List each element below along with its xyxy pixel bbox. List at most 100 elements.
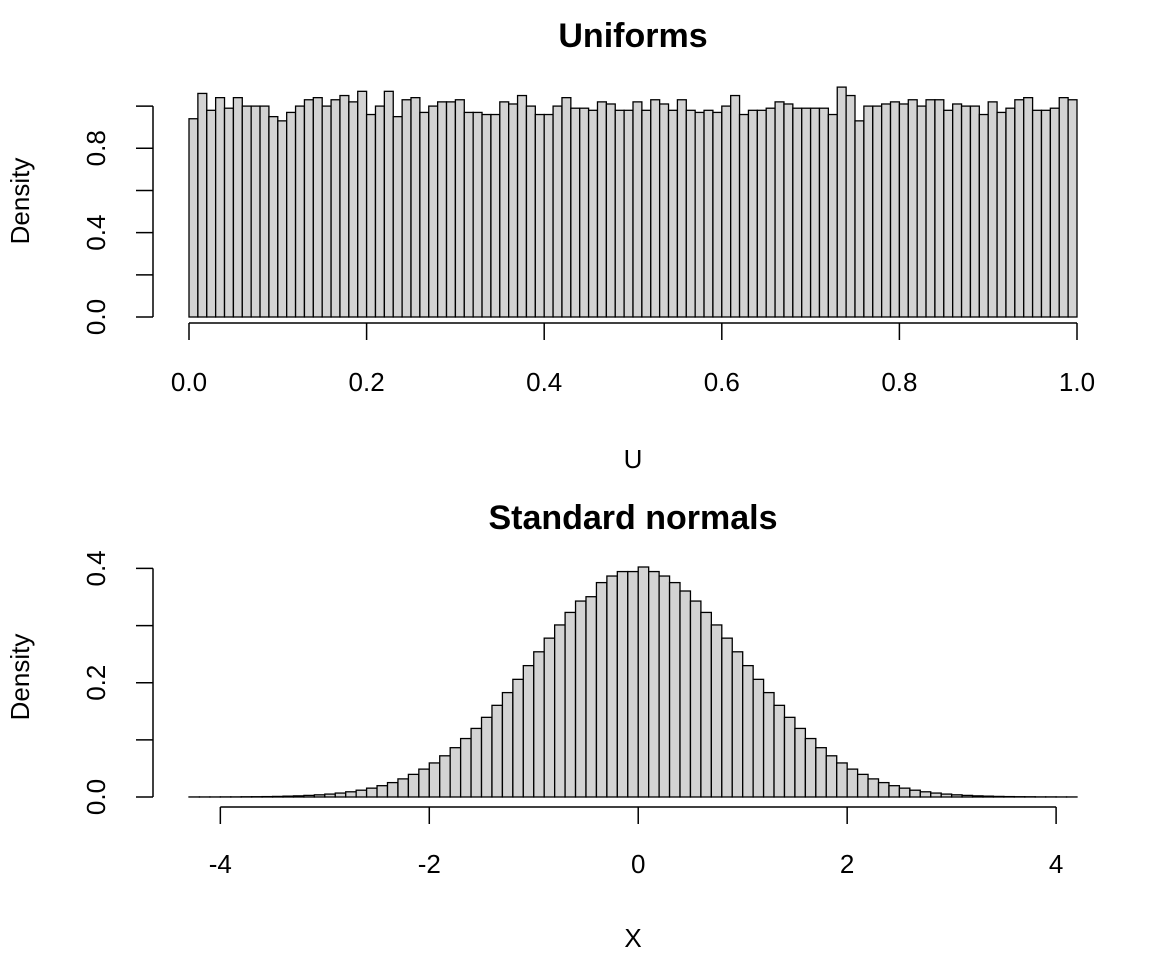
bar bbox=[836, 86, 847, 318]
bar bbox=[1049, 107, 1060, 318]
bar bbox=[867, 778, 880, 798]
bar bbox=[355, 789, 368, 798]
bar bbox=[712, 111, 723, 318]
x-axis-label: U bbox=[624, 444, 643, 474]
bar bbox=[345, 791, 357, 798]
bar bbox=[490, 113, 501, 318]
x-tick-label: -4 bbox=[209, 849, 232, 879]
bar bbox=[324, 793, 336, 798]
bar bbox=[1014, 99, 1025, 318]
bar bbox=[188, 118, 199, 318]
bar bbox=[223, 107, 235, 318]
bar bbox=[721, 105, 732, 318]
bar bbox=[950, 794, 963, 798]
bar bbox=[804, 737, 817, 798]
bar bbox=[818, 107, 830, 318]
bar bbox=[898, 787, 911, 798]
bar bbox=[481, 113, 492, 318]
bar bbox=[383, 90, 394, 318]
bar bbox=[992, 795, 1005, 798]
x-tick-label: 0.8 bbox=[881, 367, 917, 397]
bar bbox=[774, 101, 785, 318]
bar bbox=[632, 101, 643, 318]
bar bbox=[533, 651, 545, 798]
bar bbox=[987, 101, 998, 318]
bar bbox=[1023, 97, 1034, 318]
bar bbox=[303, 794, 316, 798]
bar bbox=[898, 103, 909, 318]
bar bbox=[940, 793, 953, 798]
bar bbox=[872, 105, 883, 318]
bar bbox=[491, 704, 504, 798]
y-tick-label: 0.0 bbox=[81, 779, 111, 815]
bar bbox=[321, 105, 332, 318]
bar bbox=[454, 99, 465, 318]
y-tick-label: 0.4 bbox=[81, 550, 111, 586]
bar bbox=[969, 105, 980, 318]
bar bbox=[282, 795, 295, 798]
bar bbox=[512, 678, 524, 798]
bar bbox=[961, 794, 974, 798]
bar bbox=[863, 105, 874, 318]
bar bbox=[271, 795, 284, 798]
y-tick-label: 0.8 bbox=[81, 130, 111, 166]
bar bbox=[561, 97, 572, 318]
bar bbox=[700, 611, 713, 798]
bar bbox=[1005, 107, 1016, 318]
bar bbox=[996, 111, 1007, 318]
bar bbox=[658, 575, 671, 798]
x-tick-label: 0.2 bbox=[349, 367, 385, 397]
bar bbox=[501, 691, 514, 798]
bar bbox=[783, 716, 796, 798]
bar bbox=[428, 105, 439, 318]
bar bbox=[312, 97, 323, 318]
bar bbox=[606, 575, 618, 798]
bar bbox=[880, 103, 892, 318]
bar bbox=[679, 590, 692, 798]
bar bbox=[445, 101, 457, 318]
bar bbox=[232, 97, 243, 318]
bar bbox=[650, 99, 661, 318]
bar bbox=[762, 691, 775, 798]
y-axis-label: Density bbox=[5, 634, 35, 721]
bar bbox=[794, 727, 807, 798]
bar bbox=[756, 109, 767, 318]
bar bbox=[419, 111, 430, 318]
x-axis-label: X bbox=[624, 923, 641, 953]
bar bbox=[836, 762, 848, 798]
x-tick-label: 0 bbox=[631, 849, 645, 879]
bar bbox=[721, 637, 733, 798]
bar bbox=[605, 103, 616, 318]
bar bbox=[930, 792, 942, 798]
bar bbox=[960, 105, 972, 318]
chart-title: Uniforms bbox=[558, 17, 707, 55]
bar bbox=[773, 704, 786, 798]
bar bbox=[919, 791, 932, 798]
bar bbox=[694, 111, 705, 318]
bar bbox=[428, 762, 441, 798]
bar bbox=[616, 570, 629, 798]
bar bbox=[952, 103, 963, 318]
bar bbox=[397, 778, 410, 798]
bar bbox=[676, 99, 687, 318]
bar bbox=[792, 107, 803, 318]
bar bbox=[463, 111, 474, 318]
bar bbox=[303, 99, 314, 318]
bar bbox=[685, 109, 696, 318]
x-tick-label: -2 bbox=[418, 849, 441, 879]
bar bbox=[710, 624, 723, 798]
bar bbox=[658, 103, 670, 318]
bar bbox=[637, 566, 650, 798]
bar bbox=[522, 664, 535, 798]
bar bbox=[330, 99, 341, 318]
bar bbox=[499, 101, 510, 318]
y-tick-label: 0.0 bbox=[81, 299, 111, 335]
bar bbox=[552, 105, 563, 318]
bar bbox=[259, 105, 270, 318]
bar bbox=[978, 113, 989, 318]
x-tick-label: 0.6 bbox=[704, 367, 740, 397]
bar bbox=[627, 570, 639, 798]
bar bbox=[206, 109, 217, 318]
bar bbox=[585, 596, 598, 798]
